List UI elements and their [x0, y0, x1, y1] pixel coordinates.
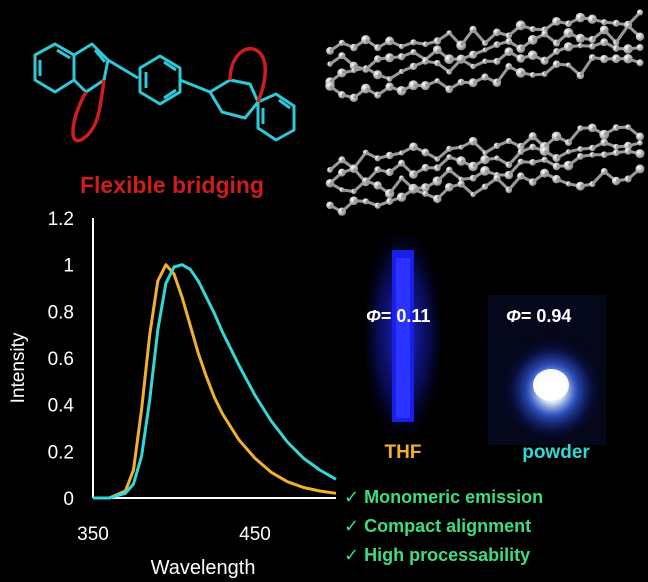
check-icon: ✓	[344, 516, 359, 536]
feature-text-3: High processability	[364, 545, 530, 565]
phi-symbol-2: Φ	[506, 306, 521, 326]
flexible-bridge-left	[71, 79, 106, 143]
crystal-atom	[636, 9, 644, 16]
series-line-2	[93, 263, 337, 500]
crystal-atom	[635, 149, 645, 159]
crystal-bond	[471, 28, 487, 45]
phi-thf-value: = 0.11	[381, 306, 431, 326]
y-tick-label: 0	[63, 489, 74, 510]
crystal-atom	[635, 164, 645, 174]
molecule-structure	[33, 42, 296, 142]
y-tick-label: 0.4	[48, 396, 75, 417]
feature-item-2: ✓ Compact alignment	[344, 516, 531, 536]
crystal-atom	[635, 32, 645, 41]
crystal-atom	[516, 54, 526, 63]
crystal-atom	[552, 16, 561, 26]
phi-powder: Φ= 0.94	[506, 306, 571, 326]
fused-ring-right	[208, 78, 260, 120]
flexible-bridge-right	[228, 46, 267, 103]
crystal-bond	[388, 177, 403, 195]
phi-powder-value: = 0.94	[521, 306, 572, 326]
phi-thf: Φ= 0.11	[366, 306, 430, 326]
crystal-bond	[448, 58, 463, 73]
x-tick-label: 350	[77, 524, 109, 545]
crystal-bond	[567, 127, 582, 144]
phi-symbol: Φ	[366, 306, 381, 326]
crystal-bond	[614, 24, 630, 44]
crystal-bond	[579, 56, 594, 77]
feature-item-1: ✓ Monomeric emission	[344, 487, 543, 507]
powder-sample	[488, 295, 606, 445]
powder-label: powder	[522, 442, 590, 463]
y-tick-label: 0.6	[48, 349, 74, 370]
feature-item-3: ✓ High processability	[344, 545, 530, 565]
crystal-atom	[637, 140, 643, 146]
y-axis-label: Intensity	[8, 332, 29, 403]
feature-text-2: Compact alignment	[364, 516, 531, 536]
emission-chart: 0 0.2 0.4 0.6 0.8 1 1.2 350 450 Intensity Wavel…	[8, 209, 337, 579]
thf-vial	[366, 236, 440, 432]
thf-label: THF	[385, 442, 422, 463]
crystal-atom	[636, 59, 644, 67]
benzene-ring-right	[256, 92, 296, 142]
crystal-atom	[636, 43, 644, 52]
feature-text-1: Monomeric emission	[364, 487, 543, 507]
crystal-atom	[635, 132, 645, 141]
bridge-caption: Flexible bridging	[80, 172, 264, 198]
check-icon: ✓	[344, 545, 359, 565]
crystal-bond	[472, 140, 487, 154]
crystal-atom	[457, 78, 465, 86]
y-tick-label: 1	[63, 256, 74, 277]
check-icon: ✓	[344, 487, 359, 507]
y-tick-label: 0.2	[48, 442, 74, 463]
crystal-atom	[527, 34, 538, 45]
crystal-atom	[349, 196, 359, 206]
feature-list: ✓ Monomeric emission ✓ Compact alignment…	[344, 487, 543, 565]
crystal-packing-illustration	[325, 9, 645, 216]
crystal-atom	[611, 54, 621, 64]
fused-ring-left	[72, 42, 110, 94]
y-tick-label: 1.2	[48, 209, 74, 230]
series-line-1	[93, 263, 337, 500]
benzene-ring-center	[138, 54, 182, 106]
y-tick-label: 0.8	[48, 302, 74, 323]
x-axis-label: Wavelength	[151, 557, 256, 579]
x-tick-label: 450	[239, 524, 271, 545]
